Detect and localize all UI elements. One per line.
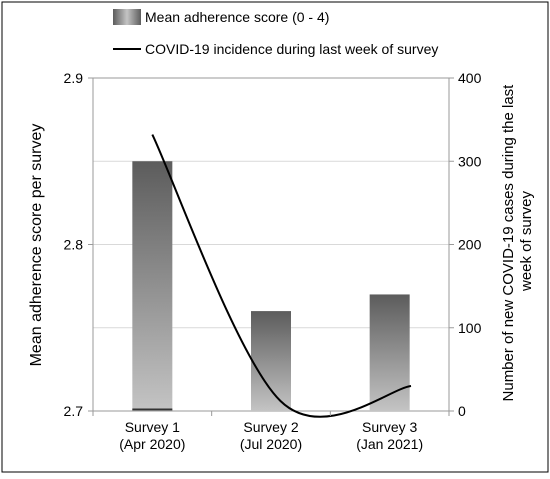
x-tick-label-line: (Jan 2021): [356, 436, 423, 452]
y-tick-label: 2.9: [64, 70, 84, 86]
x-tick-label: Survey 1 (Apr 2020): [119, 419, 185, 452]
x-tick-label: Survey 3 (Jan 2021): [356, 419, 423, 452]
x-tick-label: Survey 2 (Jul 2020): [240, 419, 302, 452]
legend-label-bar: Mean adherence score (0 - 4): [145, 9, 329, 25]
x-tick-label-line: Survey 2: [243, 419, 298, 435]
incidence-line: [151, 134, 412, 418]
y-tick-label: 2.7: [64, 403, 84, 419]
y2-tick-label: 200: [458, 237, 482, 253]
axis-titles: Mean adherence score per survey Number o…: [28, 81, 535, 402]
y2-axis-title: Number of new COVID-19 cases during the …: [500, 81, 535, 402]
y2-tick-label: 100: [458, 320, 482, 336]
x-tick-label-line: (Apr 2020): [119, 436, 185, 452]
y2-tick-label: 0: [458, 403, 466, 419]
y2-axis-title-line-1: Number of new COVID-19 cases during the …: [500, 84, 517, 402]
bars: [132, 161, 410, 411]
y-tick-label: 2.8: [64, 237, 84, 253]
x-tick-label-line: (Jul 2020): [240, 436, 302, 452]
line-series: [151, 134, 412, 418]
x-tick-label-line: Survey 1: [125, 419, 180, 435]
y2-tick-label: 400: [458, 70, 482, 86]
x-tick-label-line: Survey 3: [362, 419, 417, 435]
legend-swatch-bar: [113, 9, 141, 25]
y-axis-title: Mean adherence score per survey: [28, 124, 45, 367]
legend: Mean adherence score (0 - 4) COVID-19 in…: [113, 9, 438, 57]
bar: [251, 311, 291, 411]
bar: [369, 294, 410, 411]
axes: 2.7 2.8 2.9 0 100 200 300 400 Survey 1 (Apr 2020)…: [64, 70, 482, 452]
bar: [132, 161, 173, 411]
y2-tick-label: 300: [458, 153, 482, 169]
y2-axis-title-line-2: week of survey: [518, 190, 535, 292]
legend-label-line: COVID-19 incidence during last week of s…: [145, 41, 438, 57]
